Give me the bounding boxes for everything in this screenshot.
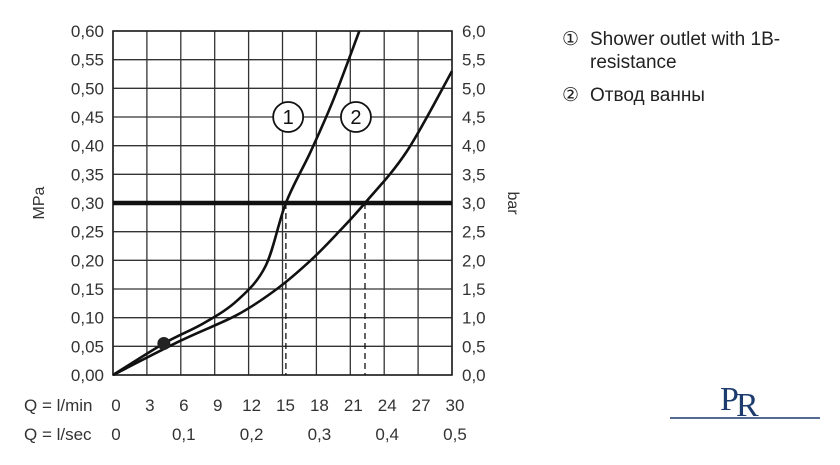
y-left-tick-label: 0,60 xyxy=(71,22,104,41)
x-primary-tick-label: 6 xyxy=(179,396,188,415)
y-right-tick-label: 2,5 xyxy=(462,223,486,242)
x-primary-tick-label: 27 xyxy=(412,396,431,415)
y-right-tick-label: 4,0 xyxy=(462,137,486,156)
y-right-tick-label: 4,5 xyxy=(462,108,486,127)
y-left-tick-label: 0,05 xyxy=(71,337,104,356)
x-secondary-axis-label: Q = l/sec xyxy=(24,425,92,444)
data-point xyxy=(157,336,171,350)
legend-number-1: ① xyxy=(562,29,580,50)
series-marker-label-2: 2 xyxy=(350,107,361,129)
y-left-tick-label: 0,10 xyxy=(71,309,104,328)
y-left-tick-label: 0,30 xyxy=(71,194,104,213)
series-marker-circle-1 xyxy=(272,101,305,133)
y-right-tick-label: 2,0 xyxy=(462,251,486,270)
y-right-tick-label: 3,0 xyxy=(462,194,486,213)
x-secondary-tick-label: 0 xyxy=(111,425,120,444)
y-right-tick-label: 0,5 xyxy=(462,337,486,356)
y-left-axis-label: MPa xyxy=(31,186,48,219)
x-primary-tick-label: 30 xyxy=(446,396,465,415)
y-left-tick-label: 0,15 xyxy=(71,280,104,299)
x-primary-tick-label: 9 xyxy=(213,396,222,415)
legend-text-2: Отвод ванны xyxy=(590,85,705,106)
y-right-axis-label: bar xyxy=(504,191,521,215)
y-left-tick-label: 0,55 xyxy=(71,51,104,70)
x-secondary-tick-label: 0,4 xyxy=(375,425,399,444)
y-right-tick-label: 1,0 xyxy=(462,309,486,328)
brand-logo: P R xyxy=(670,381,820,422)
y-left-tick-label: 0,45 xyxy=(71,108,104,127)
x-primary-tick-label: 15 xyxy=(276,396,295,415)
x-secondary-tick-label: 0,3 xyxy=(308,425,332,444)
y-left-tick-label: 0,20 xyxy=(71,251,104,270)
y-right-tick-label: 6,0 xyxy=(462,22,486,41)
x-secondary-tick-label: 0,2 xyxy=(240,425,264,444)
x-primary-tick-label: 3 xyxy=(145,396,154,415)
x-primary-tick-label: 21 xyxy=(344,396,363,415)
y-left-tick-label: 0,50 xyxy=(71,79,104,98)
y-left-tick-label: 0,00 xyxy=(71,366,104,385)
svg-text:P: P xyxy=(720,381,739,418)
x-primary-tick-label: 24 xyxy=(378,396,397,415)
x-primary-axis-label: Q = l/min xyxy=(24,396,93,415)
legend-item-2: ② Отвод ванны xyxy=(562,84,832,107)
y-left-tick-label: 0,40 xyxy=(71,137,104,156)
y-right-tick-label: 5,5 xyxy=(462,51,486,70)
y-left-tick-label: 0,35 xyxy=(71,165,104,184)
svg-text:R: R xyxy=(736,387,759,422)
y-right-tick-label: 1,5 xyxy=(462,280,486,299)
x-primary-tick-label: 18 xyxy=(310,396,329,415)
x-secondary-tick-label: 0,5 xyxy=(443,425,467,444)
x-primary-tick-label: 12 xyxy=(242,396,261,415)
series-marker-label-1: 1 xyxy=(283,107,294,129)
y-right-tick-label: 3,5 xyxy=(462,165,486,184)
x-secondary-tick-label: 0,1 xyxy=(172,425,196,444)
series-line-1 xyxy=(112,30,361,377)
x-primary-tick-label: 0 xyxy=(111,396,120,415)
legend-number-2: ② xyxy=(562,85,580,106)
y-left-tick-label: 0,25 xyxy=(71,223,104,242)
y-right-tick-label: 5,0 xyxy=(462,79,486,98)
series-line-2 xyxy=(112,70,454,377)
y-right-tick-label: 0,0 xyxy=(462,366,486,385)
legend-item-1: ① Shower outlet with 1B-resistance xyxy=(562,28,832,74)
legend-text-1: Shower outlet with 1B-resistance xyxy=(590,29,781,73)
series-marker-circle-2 xyxy=(340,101,372,133)
legend: ① Shower outlet with 1B-resistance ② Отв… xyxy=(562,28,832,117)
